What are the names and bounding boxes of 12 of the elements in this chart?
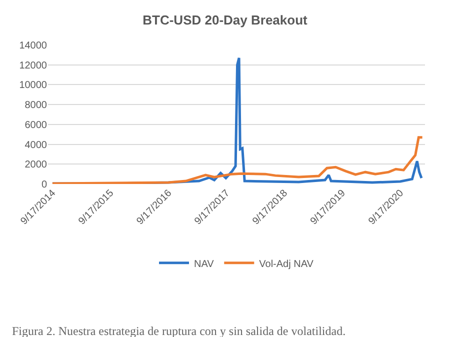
line-series bbox=[51, 136, 424, 184]
y-tick-label: 4000 bbox=[24, 140, 48, 151]
legend-label: NAV bbox=[194, 258, 214, 270]
chart-title: BTC-USD 20-Day Breakout bbox=[142, 12, 308, 28]
y-tick-label: 8000 bbox=[24, 100, 48, 112]
y-tick-label: 6000 bbox=[24, 120, 48, 131]
y-tick-label: 14000 bbox=[19, 40, 48, 52]
y-tick-label: 12000 bbox=[19, 60, 48, 72]
y-tick-label: 10000 bbox=[19, 80, 48, 92]
y-tick-label: 2000 bbox=[24, 160, 48, 171]
legend-label: Vol-Adj NAV bbox=[259, 258, 314, 270]
y-tick-label: 0 bbox=[41, 180, 48, 190]
